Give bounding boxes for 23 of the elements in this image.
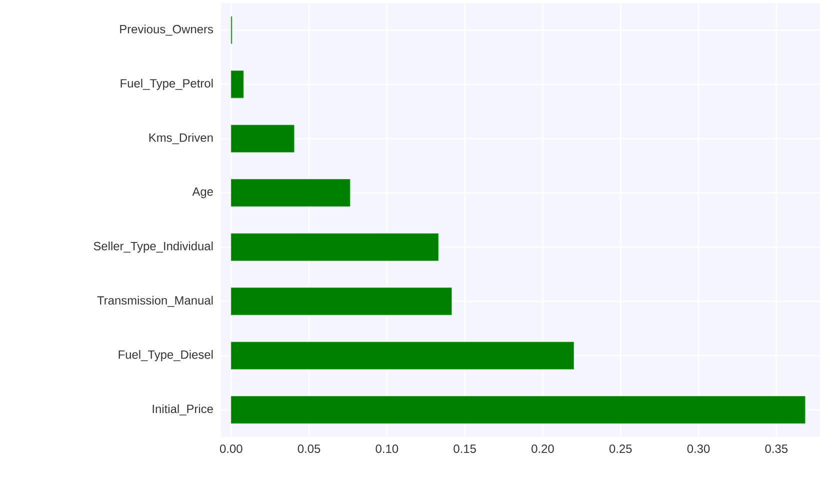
bar xyxy=(230,288,452,316)
bar xyxy=(230,233,439,261)
y-tick-label: Age xyxy=(192,188,213,198)
bar xyxy=(230,342,574,370)
x-tick-label: 0.15 xyxy=(454,444,476,453)
y-tick-label: Fuel_Type_Petrol xyxy=(120,78,213,90)
bar xyxy=(230,396,806,424)
y-tick-label: Transmission_Manual xyxy=(97,296,213,307)
x-tick-label: 0.35 xyxy=(765,444,788,453)
y-tick-label: Fuel_Type_Diesel xyxy=(118,350,213,362)
y-tick-label: Kms_Driven xyxy=(149,133,213,144)
y-tick-label: Seller_Type_Individual xyxy=(94,242,213,253)
x-tick-label: 0.30 xyxy=(687,444,710,453)
x-tick-label: 0.00 xyxy=(220,444,242,453)
y-tick-label: Previous_Owners xyxy=(120,24,214,36)
bar xyxy=(230,70,244,98)
bar xyxy=(230,124,294,152)
x-tick-label: 0.20 xyxy=(532,444,554,453)
y-tick-label: Initial_Price xyxy=(152,404,213,416)
bar xyxy=(230,179,350,207)
x-tick-label: 0.25 xyxy=(609,444,632,453)
x-tick-label: 0.10 xyxy=(376,444,398,453)
x-tick-label: 0.05 xyxy=(298,444,320,453)
